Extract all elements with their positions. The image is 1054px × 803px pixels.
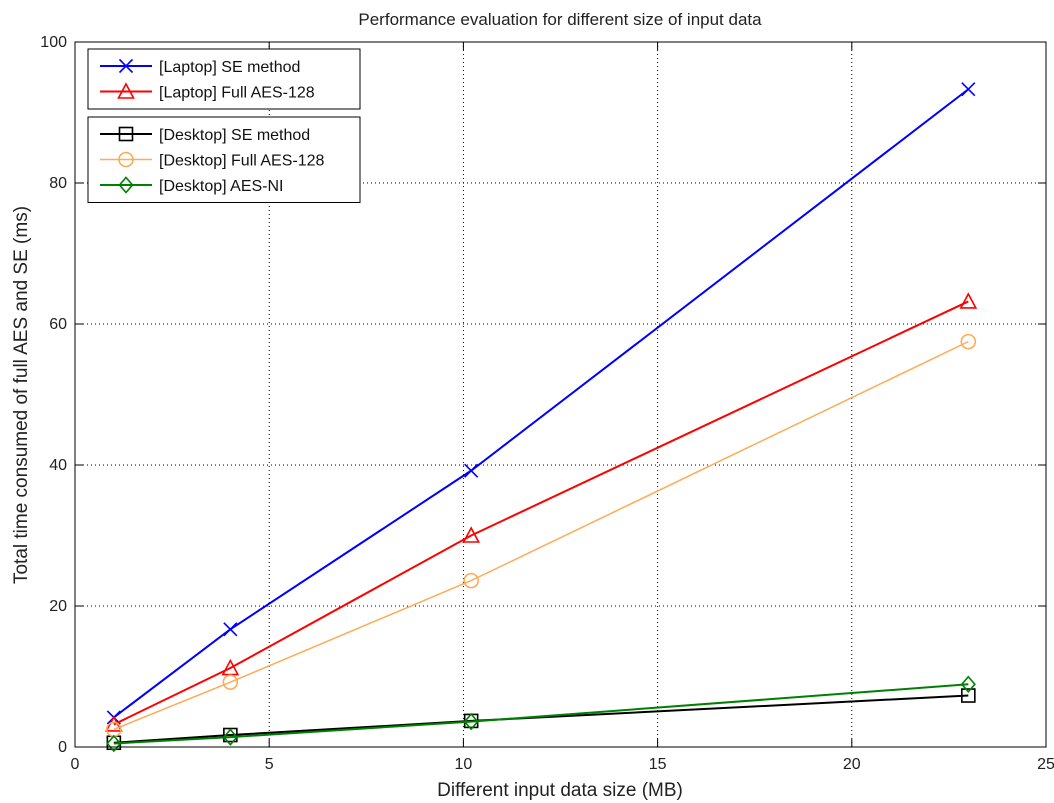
data-point [222, 674, 239, 690]
series-5 [106, 675, 976, 753]
data-point [960, 675, 976, 693]
legend-label: [Laptop] Full AES-128 [159, 85, 315, 102]
x-tick-label: 15 [649, 756, 667, 773]
series-line [113, 683, 969, 745]
legend-swatch-marker [118, 176, 134, 194]
y-tick-label: 40 [49, 457, 67, 474]
plot-frame [74, 41, 1047, 748]
legend-frame [87, 48, 361, 110]
x-tick-label: 0 [71, 756, 80, 773]
series-1 [106, 82, 976, 725]
y-tick-label: 100 [40, 34, 67, 51]
y-tick-label: 20 [49, 598, 67, 615]
series-3 [106, 688, 976, 751]
x-tick-label: 10 [455, 756, 473, 773]
series-line [113, 694, 969, 744]
data-point [223, 622, 238, 637]
data-point [464, 463, 479, 478]
legend-swatch-marker [118, 126, 134, 142]
legend-box-2: [Desktop] SE method [Desktop] Full AES-12… [87, 116, 361, 203]
data-point [462, 526, 481, 543]
legend-item: [Laptop] SE method [100, 58, 300, 76]
series-line [113, 340, 969, 731]
y-axis-label: Total time consumed of full AES and SE (… [11, 206, 32, 584]
legend-swatch-marker [118, 151, 134, 168]
x-axis-label: Different input data size (MB) [437, 780, 683, 801]
y-tick-label: 60 [49, 316, 67, 333]
series-4 [106, 333, 977, 738]
x-tick-label: 5 [265, 756, 274, 773]
legend-box-1: [Laptop] SE method [Laptop] Full AES-128 [87, 48, 361, 110]
series-2 [105, 292, 978, 732]
x-tick-label: 25 [1037, 756, 1054, 773]
legend-swatch-marker [118, 58, 134, 74]
chart-title: Performance evaluation for different siz… [358, 10, 762, 29]
legend-label: [Desktop] AES-NI [159, 178, 284, 195]
data-point [106, 734, 122, 753]
data-point [960, 333, 977, 350]
legend-label: [Desktop] SE method [159, 127, 310, 144]
series-layer [105, 82, 978, 753]
legend: [Laptop] SE method[Laptop] Full AES-128[… [87, 48, 361, 203]
legend-item: [Laptop] Full AES-128 [100, 82, 315, 102]
y-tick-label: 80 [49, 175, 67, 192]
axes: 0 5 10 15 20 25 0 20 40 60 80 100 [40, 34, 1054, 773]
series-line [113, 300, 969, 726]
data-point [959, 292, 978, 309]
x-tick-label: 20 [843, 756, 861, 773]
legend-item: [Desktop] AES-NI [100, 176, 284, 195]
legend-item: [Desktop] SE method [100, 126, 310, 144]
data-point [463, 572, 479, 589]
data-point [222, 728, 238, 746]
series-line [113, 88, 969, 719]
legend-swatch-marker [117, 82, 135, 99]
data-point [961, 82, 976, 97]
legend-label: [Laptop] SE method [159, 59, 300, 76]
data-point [463, 712, 479, 731]
legend-label: [Desktop] Full AES-128 [159, 153, 325, 170]
y-tick-label: 0 [58, 739, 67, 756]
grid-lines [75, 42, 1046, 747]
data-point [961, 688, 976, 703]
legend-item: [Desktop] Full AES-128 [100, 151, 325, 170]
